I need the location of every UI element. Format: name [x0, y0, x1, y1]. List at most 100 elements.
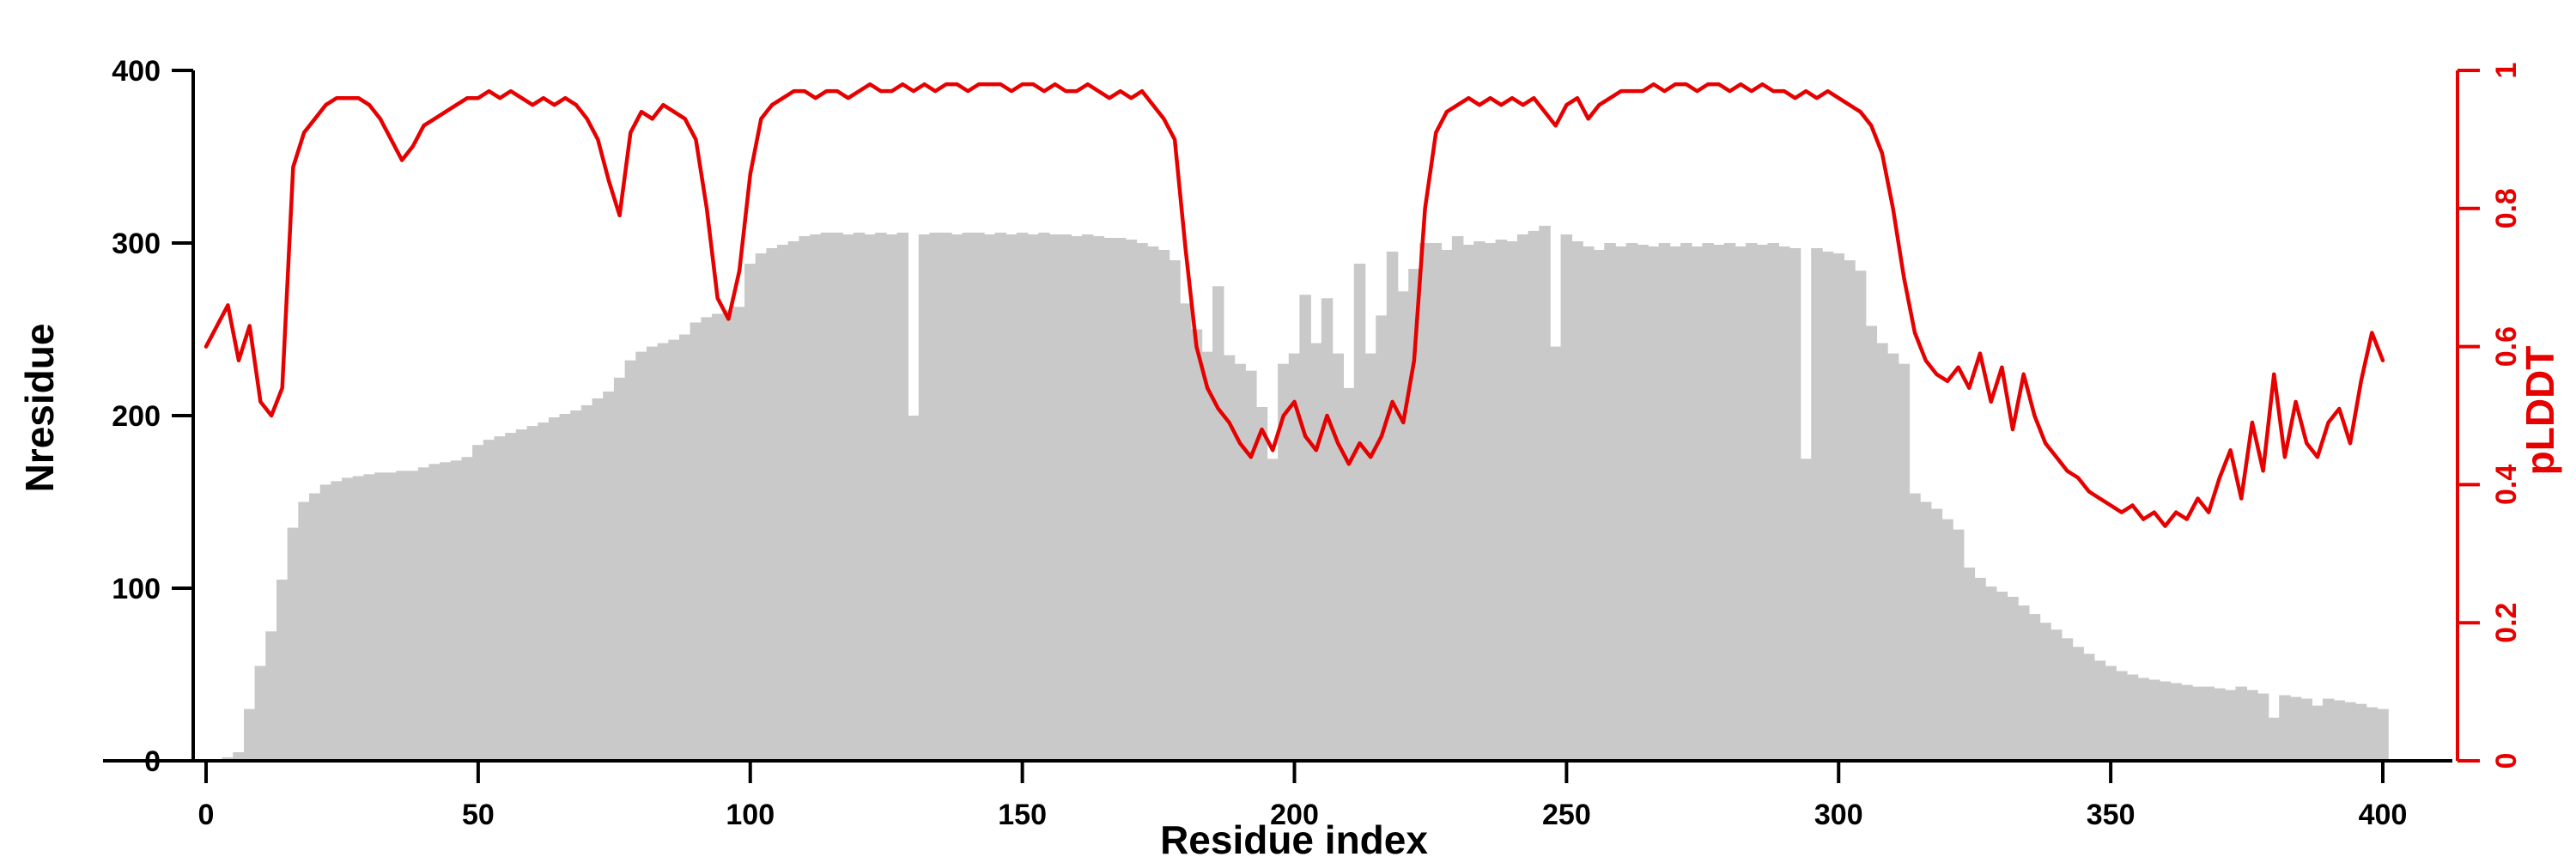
bar	[396, 471, 408, 761]
bar	[515, 429, 528, 761]
y-axis-label-right: pLDDT	[2518, 345, 2562, 476]
bar	[624, 360, 637, 761]
bar	[1005, 234, 1018, 761]
bar	[342, 477, 354, 761]
bar	[1625, 243, 1638, 761]
bar	[2018, 605, 2030, 761]
bar	[450, 460, 463, 761]
y-right-tick-label: 0.8	[2490, 188, 2523, 228]
bar	[1364, 353, 1376, 761]
bar	[885, 234, 898, 761]
bar	[2137, 678, 2149, 761]
y-right-tick-label: 0.4	[2490, 465, 2523, 505]
bar	[548, 417, 561, 761]
bar	[1332, 353, 1344, 761]
bar	[1386, 252, 1399, 761]
bar	[918, 234, 931, 761]
bar	[1844, 260, 1856, 762]
bar	[1593, 250, 1606, 761]
bar	[1680, 243, 1692, 761]
x-tick-label: 350	[2087, 799, 2136, 831]
bar	[1441, 250, 1453, 761]
bar	[733, 307, 745, 761]
bar	[1451, 236, 1464, 761]
y-left-tick-label: 0	[144, 745, 161, 778]
bar	[1930, 508, 1943, 761]
bar	[428, 464, 440, 761]
bar	[603, 391, 615, 761]
bar	[1484, 243, 1497, 761]
bar	[1397, 291, 1409, 761]
bar	[755, 253, 768, 762]
bar	[1343, 387, 1355, 761]
bar	[908, 416, 920, 761]
bar	[1919, 501, 1932, 761]
bar	[276, 580, 289, 761]
bar	[570, 410, 582, 761]
bar	[2224, 690, 2237, 761]
x-axis: 0 50 100 150 200 250 300 350 400	[103, 759, 2452, 831]
bar	[1604, 243, 1616, 761]
bar	[1539, 225, 1551, 761]
bar	[1996, 592, 2008, 761]
bar	[1637, 245, 1649, 761]
bar	[2181, 684, 2193, 761]
bar	[1886, 353, 1899, 761]
bar	[1560, 234, 1573, 761]
bar	[1267, 459, 1279, 762]
bar	[1909, 493, 1921, 761]
bar	[646, 346, 659, 761]
bar	[1376, 315, 1388, 761]
bar	[1169, 260, 1181, 762]
bar	[244, 708, 256, 761]
bar	[1245, 370, 1257, 761]
bar	[1832, 253, 1844, 762]
bar	[853, 232, 866, 761]
bar	[1778, 246, 1790, 761]
bar	[2072, 647, 2084, 761]
bar	[1898, 363, 1911, 761]
plddt-line	[204, 82, 2385, 528]
bar	[1180, 303, 1192, 761]
bar	[1669, 246, 1681, 761]
bar	[1735, 246, 1747, 761]
x-tick-label: 400	[2359, 799, 2408, 831]
bar	[2344, 702, 2356, 761]
bar	[896, 232, 908, 761]
bar	[679, 334, 691, 761]
bar	[559, 414, 571, 761]
bar	[1985, 586, 1997, 761]
bar	[1941, 519, 1953, 761]
bar	[2354, 703, 2367, 761]
bar	[1147, 246, 1159, 761]
bar	[407, 471, 419, 761]
bar	[940, 232, 952, 761]
bar	[1048, 234, 1061, 761]
bar	[287, 527, 300, 761]
bar	[1528, 230, 1540, 761]
bar	[2377, 708, 2389, 761]
bar	[1583, 246, 1595, 761]
y-axis-right: 0 0.2 0.4 0.6 0.8 1	[2456, 63, 2523, 769]
bar	[1299, 295, 1311, 761]
bar	[2322, 698, 2335, 761]
bar	[538, 422, 550, 761]
bar	[2007, 597, 2019, 761]
bar	[2257, 693, 2269, 761]
bar	[2170, 683, 2182, 761]
bar	[1876, 343, 1888, 761]
bar	[690, 322, 702, 761]
bar	[668, 339, 680, 761]
bar	[766, 248, 778, 761]
bar	[1081, 234, 1094, 761]
bar	[254, 665, 267, 761]
x-tick-label: 50	[462, 799, 495, 831]
bar	[265, 631, 277, 762]
bar	[2366, 707, 2379, 761]
bar	[777, 245, 789, 761]
y-right-tick-label: 1	[2490, 63, 2523, 79]
bar	[580, 404, 593, 761]
bar	[722, 310, 735, 761]
bar	[1952, 529, 1965, 761]
bar	[309, 493, 321, 761]
